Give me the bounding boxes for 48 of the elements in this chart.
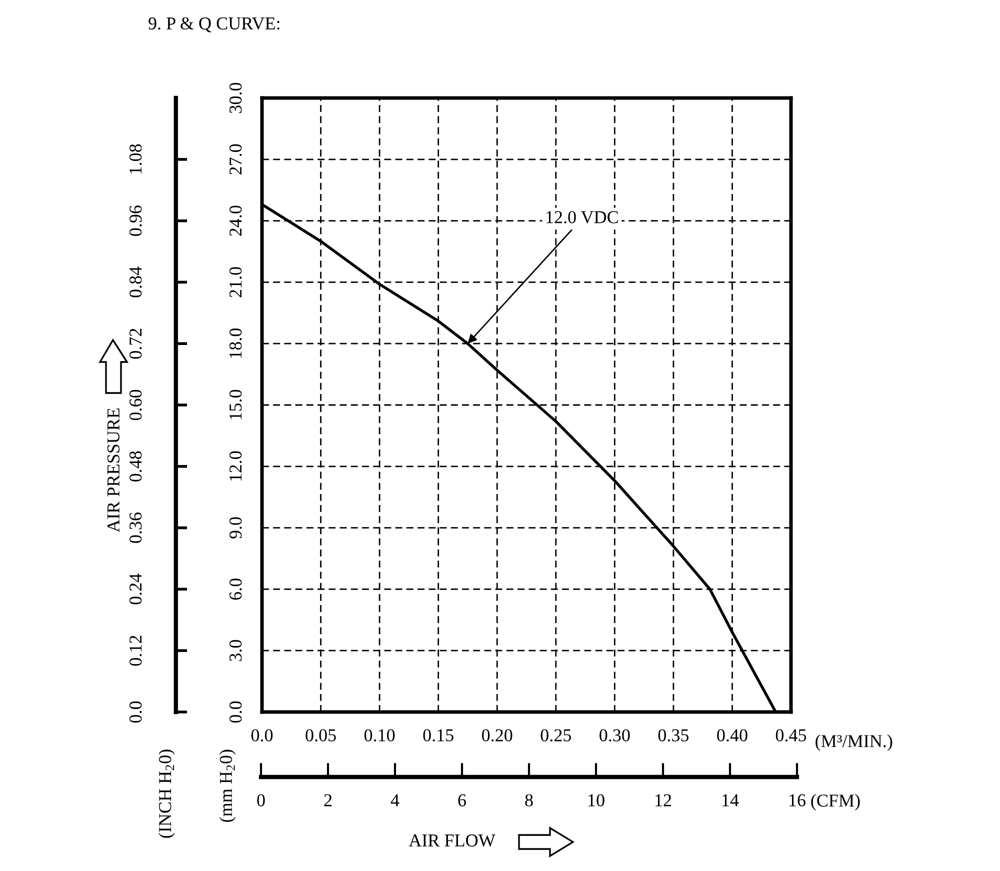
x2-tick-label: 2: [324, 794, 332, 806]
y-tick-label: 9.0: [229, 517, 242, 539]
x-tick-label: 0.15: [423, 729, 454, 742]
y-tick-label: 24.0: [229, 206, 242, 236]
x-tick-label: 0.35: [658, 729, 689, 742]
x-tick-label: 0.20: [482, 729, 512, 742]
x2-tick-label: 16: [790, 794, 806, 806]
text: AIR FLOW: [408, 834, 496, 847]
y2-tick-label: 0.72: [129, 328, 142, 359]
y-tick-label: 12.0: [229, 451, 242, 481]
y2-axis-title: (INCH H$_{2}$0): [158, 750, 175, 838]
y-tick-label: 30.0: [229, 82, 242, 113]
x-tick-label: 0.25: [540, 729, 571, 742]
y-tick-label: 18.0: [229, 328, 242, 358]
x2-tick-label: 14: [722, 794, 739, 806]
x-tick-label: 0.05: [306, 729, 336, 742]
chart-title: 9. P & Q CURVE:: [148, 17, 280, 32]
x2-axis-title: (CFM): [811, 794, 860, 810]
x2-tick-label: 0: [257, 794, 265, 806]
annotation: 12.0 VDC: [546, 211, 618, 224]
y2-tick-label: 0.0: [129, 701, 142, 723]
text: AIR PRESSURE: [107, 408, 120, 532]
y-tick-label: 27.0: [229, 144, 242, 174]
y2-tick-label: 0.60: [129, 390, 142, 420]
y2-tick-label: 0.96: [129, 206, 142, 236]
y2-tick-label: 1.08: [129, 144, 142, 174]
y-tick-label: 15.0: [229, 390, 242, 420]
y2-tick-label: 0.12: [129, 636, 142, 666]
x2-tick-label: 8: [525, 794, 533, 806]
x-axis-title: (M³/MIN.): [816, 734, 892, 751]
x-tick-label: 0.40: [717, 729, 748, 742]
x2-tick-label: 4: [390, 794, 400, 806]
x-tick-label: 0.10: [364, 729, 395, 742]
x2-tick-label: 10: [588, 794, 604, 806]
x2-tick-label: 12: [656, 794, 672, 806]
y-tick-label: 6.0: [229, 578, 242, 600]
y2-tick-label: 0.24: [129, 574, 142, 604]
y2-tick-label: 0.84: [129, 266, 142, 298]
x2-tick-label: 6: [458, 794, 466, 806]
y-tick-label: 3.0: [229, 640, 242, 662]
y-tick-label: 0.0: [229, 701, 242, 723]
x-tick-label: 0.45: [776, 729, 806, 742]
x-tick-label: 0.0: [251, 729, 273, 742]
y2-tick-label: 0.48: [129, 451, 142, 482]
y2-tick-label: 0.36: [129, 512, 142, 543]
y-tick-label: 21.0: [229, 267, 242, 298]
y-axis-title: (mm H$_{2}$0): [219, 750, 236, 822]
x-tick-label: 0.30: [600, 729, 630, 742]
